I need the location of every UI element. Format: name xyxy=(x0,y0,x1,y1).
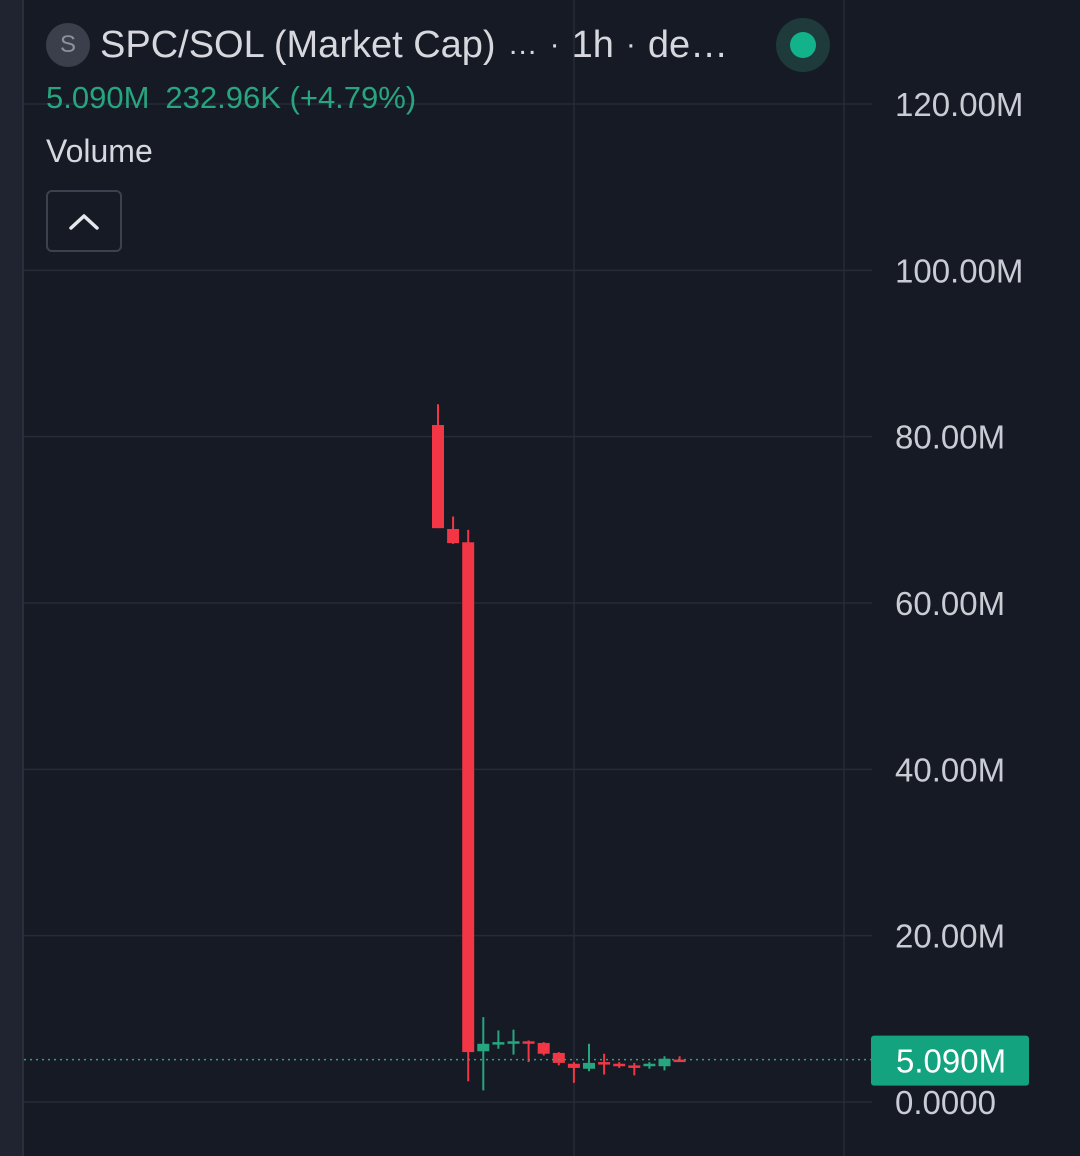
candle[interactable] xyxy=(643,1062,656,1069)
y-tick-label: 100.00M xyxy=(895,252,1023,289)
candle[interactable] xyxy=(628,1062,641,1076)
title-ellipsis: … xyxy=(507,28,538,61)
collapse-indicators-button[interactable] xyxy=(46,190,122,252)
candles xyxy=(432,404,686,1091)
chart-legend: S SPC/SOL (Market Cap) … · 1h · de… 5.09… xyxy=(46,22,728,116)
last-price-marker: 5.090M xyxy=(24,1035,1029,1086)
candle-body xyxy=(628,1065,641,1068)
candle[interactable] xyxy=(477,1017,490,1091)
title-separator: · xyxy=(625,28,636,61)
candle[interactable] xyxy=(598,1053,611,1075)
candle[interactable] xyxy=(432,404,444,529)
candle[interactable] xyxy=(613,1062,626,1068)
left-panel-edge xyxy=(0,0,22,1156)
last-price-label: 5.090M xyxy=(896,1043,1006,1080)
candle-body xyxy=(537,1042,550,1054)
candle[interactable] xyxy=(583,1043,595,1072)
candle-body xyxy=(507,1041,520,1044)
candle-body xyxy=(447,528,460,544)
candle-body xyxy=(492,1042,505,1045)
left-panel-border xyxy=(22,0,24,1156)
candle[interactable] xyxy=(462,529,475,1082)
live-status-dot-icon xyxy=(790,32,816,58)
y-tick-label: 80.00M xyxy=(895,419,1005,456)
candle[interactable] xyxy=(507,1029,520,1055)
candle[interactable] xyxy=(658,1056,671,1071)
title-separator: · xyxy=(549,28,560,61)
candle-body xyxy=(552,1052,565,1063)
y-tick-label: 20.00M xyxy=(895,918,1005,955)
candle-body xyxy=(583,1062,595,1069)
candle-body xyxy=(477,1043,490,1052)
chevron-up-icon xyxy=(69,214,99,230)
y-tick-label: 40.00M xyxy=(895,751,1005,788)
y-tick-label: 120.00M xyxy=(895,86,1023,123)
volume-indicator-label[interactable]: Volume xyxy=(46,133,153,169)
candle[interactable] xyxy=(552,1052,565,1066)
candle-body xyxy=(598,1062,611,1065)
candle[interactable] xyxy=(537,1042,550,1056)
price-axis[interactable]: 120.00M 100.00M 80.00M 60.00M 40.00M 20.00M 0.… xyxy=(895,86,1023,1121)
grid-lines xyxy=(24,0,872,1156)
candle-body xyxy=(462,542,475,1053)
candle-body xyxy=(658,1058,671,1067)
candle-body xyxy=(567,1063,580,1068)
legend-values: 5.090M 232.96K (+4.79%) xyxy=(46,80,728,116)
candle-body xyxy=(522,1041,535,1044)
y-tick-label: 0.0000 xyxy=(895,1084,996,1121)
interval-label[interactable]: 1h xyxy=(571,23,614,66)
candle-body xyxy=(613,1063,626,1067)
candle-body xyxy=(673,1059,686,1063)
last-price-label-bg xyxy=(871,1035,1029,1086)
change-value: 232.96K (+4.79%) xyxy=(165,80,417,115)
candle[interactable] xyxy=(492,1030,505,1049)
candle[interactable] xyxy=(567,1062,580,1083)
live-status-indicator[interactable] xyxy=(776,18,830,72)
legend-title-row: S SPC/SOL (Market Cap) … · 1h · de… xyxy=(46,22,728,68)
candle[interactable] xyxy=(522,1040,535,1063)
y-tick-label: 60.00M xyxy=(895,585,1005,622)
exchange-label[interactable]: de… xyxy=(647,23,729,66)
candle[interactable] xyxy=(447,516,460,544)
pair-title[interactable]: SPC/SOL (Market Cap) xyxy=(100,23,496,66)
current-value: 5.090M xyxy=(46,80,150,115)
symbol-badge[interactable]: S xyxy=(46,23,90,67)
candle-body xyxy=(643,1063,656,1067)
candle-body xyxy=(432,425,444,529)
